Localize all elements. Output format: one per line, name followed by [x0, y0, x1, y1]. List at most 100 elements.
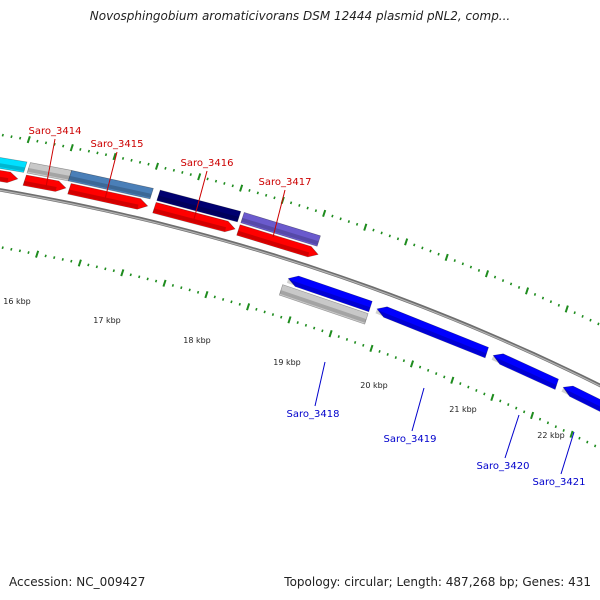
- label-leaders: [45, 138, 575, 475]
- scale-label: 18 kbp: [183, 336, 211, 345]
- outer-tick-minor: [581, 314, 584, 318]
- outer-tick-major: [197, 173, 202, 181]
- cds-forward[interactable]: [0, 166, 19, 183]
- inner-tick-minor: [104, 267, 107, 271]
- genome-summary-text: Topology: circular; Length: 487,268 bp; …: [284, 575, 591, 589]
- outer-tick-minor: [413, 243, 416, 247]
- outer-tick-major: [154, 162, 160, 170]
- cds-forward-shade: [0, 176, 9, 182]
- inner-tick-minor: [1, 246, 4, 250]
- inner-tick-minor: [386, 353, 389, 356]
- inner-tick-major: [204, 290, 209, 299]
- map-title: Novosphingobium aromaticivorans DSM 1244…: [89, 9, 511, 23]
- gene-label-reverse[interactable]: Saro_3418: [287, 409, 340, 420]
- scale-label: 17 kbp: [93, 316, 121, 325]
- gene-label-forward[interactable]: Saro_3416: [181, 158, 234, 169]
- scale-label: 20 kbp: [360, 381, 388, 390]
- inner-tick-minor: [402, 359, 406, 363]
- inner-tick-minor: [18, 249, 22, 253]
- outer-tick-minor: [36, 139, 39, 143]
- inner-tick-minor: [221, 297, 225, 301]
- inner-tick-minor: [443, 375, 446, 379]
- inner-tick-minor: [353, 340, 357, 344]
- gene-label-forward[interactable]: Saro_3415: [91, 139, 144, 150]
- cds-reverse-shade: [375, 309, 487, 358]
- feature-navy[interactable]: [156, 189, 242, 223]
- leader-line-forward: [193, 170, 208, 220]
- outer-tick-major: [564, 305, 569, 313]
- inner-tick-minor: [188, 288, 191, 292]
- gene-label-forward[interactable]: Saro_3414: [29, 126, 82, 137]
- gene-label-reverse[interactable]: Saro_3421: [533, 477, 586, 488]
- inner-tick-minor: [129, 273, 132, 277]
- cds-forward-shade: [23, 180, 57, 191]
- outer-tick-minor: [380, 231, 383, 235]
- outer-tick-minor: [509, 282, 513, 286]
- outer-tick-minor: [62, 144, 65, 148]
- inner-tick-major: [120, 269, 125, 277]
- outer-tick-minor: [347, 220, 351, 223]
- inner-tick-minor: [255, 307, 258, 311]
- inner-tick-major: [409, 360, 415, 368]
- inner-tick-minor: [146, 277, 149, 281]
- gene-label-reverse[interactable]: Saro_3419: [384, 434, 437, 445]
- outer-tick-minor: [231, 184, 234, 188]
- outer-tick-minor: [214, 179, 218, 183]
- inner-tick-minor: [304, 323, 308, 327]
- outer-tick-major: [484, 270, 490, 278]
- leader-line-forward: [45, 138, 56, 188]
- outer-tick-major: [444, 253, 449, 262]
- cds-forward-shade: [237, 230, 310, 257]
- feature-gray-reverse[interactable]: [278, 284, 369, 325]
- inner-tick-minor: [507, 403, 510, 406]
- inner-tick-track: [1, 246, 597, 448]
- inner-tick-minor: [394, 356, 397, 360]
- outer-tick-minor: [372, 228, 375, 232]
- inner-tick-minor: [562, 429, 565, 432]
- cds-forward[interactable]: [67, 183, 149, 210]
- outer-tick-minor: [314, 209, 318, 213]
- inner-tick-minor: [95, 265, 98, 269]
- outer-tick-minor: [164, 166, 167, 170]
- outer-tick-minor: [104, 153, 108, 157]
- feature-steelblue[interactable]: [67, 170, 154, 200]
- outer-tick-major: [404, 238, 409, 246]
- inner-tick-minor: [196, 290, 200, 294]
- cds-forward[interactable]: [152, 202, 236, 233]
- outer-tick-minor: [461, 262, 464, 266]
- feature-navy-shade: [157, 195, 239, 221]
- inner-tick-minor: [418, 365, 422, 369]
- outer-tick-minor: [18, 136, 22, 140]
- cds-reverse[interactable]: [562, 385, 600, 422]
- leader-line-reverse: [314, 361, 326, 407]
- feature-purple[interactable]: [240, 212, 321, 247]
- cds-forward[interactable]: [236, 224, 319, 258]
- outer-tick-minor: [533, 293, 537, 296]
- cds-reverse[interactable]: [376, 306, 489, 359]
- gene-label-reverse[interactable]: Saro_3420: [477, 461, 530, 472]
- inner-tick-minor: [238, 302, 241, 306]
- cds-reverse[interactable]: [287, 275, 373, 313]
- outer-tick-minor: [248, 189, 251, 192]
- cds-forward[interactable]: [22, 174, 67, 192]
- outer-tick-minor: [306, 206, 309, 210]
- cds-reverse[interactable]: [492, 353, 559, 390]
- scale-label: 16 kbp: [3, 297, 31, 306]
- outer-tick-minor: [138, 160, 142, 164]
- outer-tick-minor: [549, 300, 553, 304]
- cds-reverse-shade: [561, 388, 600, 411]
- leader-line-reverse: [504, 414, 520, 459]
- feature-cyan[interactable]: [0, 154, 28, 173]
- gene-label-forward[interactable]: Saro_3417: [259, 177, 312, 188]
- outer-tick-minor: [388, 234, 391, 238]
- inner-tick-minor: [378, 349, 381, 353]
- leader-line-reverse: [560, 431, 575, 475]
- feature-purple-shade: [241, 217, 319, 245]
- inner-tick-minor: [180, 286, 183, 290]
- outer-tick-minor: [396, 237, 400, 241]
- inner-tick-minor: [27, 251, 30, 254]
- inner-tick-minor: [337, 335, 340, 338]
- outer-tick-major: [322, 209, 327, 217]
- outer-tick-minor: [355, 222, 359, 226]
